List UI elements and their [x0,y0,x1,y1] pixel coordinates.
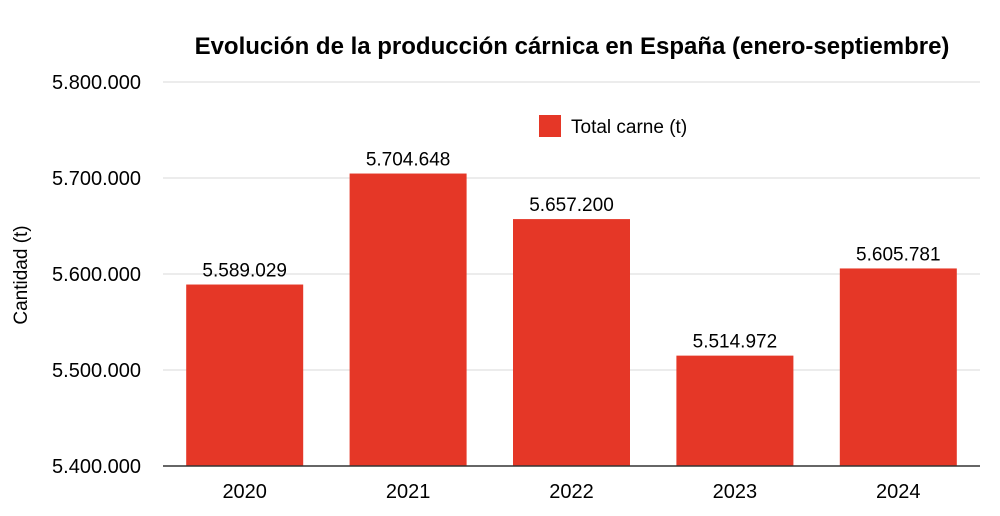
legend: Total carne (t) [539,115,687,138]
bar-2022 [513,219,630,466]
x-tick-label: 2020 [222,481,267,503]
legend-label: Total carne (t) [571,117,687,138]
data-label-2023: 5.514.972 [693,332,778,353]
data-label-2022: 5.657.200 [529,195,614,216]
data-labels: 5.589.029 5.704.648 5.657.200 5.514.972 5.60… [202,150,940,353]
x-tick-label: 2022 [549,481,594,503]
y-tick-label: 5.500.000 [52,360,141,382]
y-axis-ticks: 5.400.000 5.500.000 5.600.000 5.700.000 5.80… [52,72,141,478]
y-tick-label: 5.600.000 [52,264,141,286]
y-tick-label: 5.400.000 [52,456,141,478]
x-tick-label: 2021 [386,481,431,503]
x-axis-ticks: 2020 2021 2022 2023 2024 [222,481,920,503]
bar-2020 [186,284,304,466]
y-tick-label: 5.800.000 [52,72,141,94]
legend-swatch [539,115,561,137]
x-tick-label: 2024 [876,481,921,503]
data-label-2020: 5.589.029 [202,261,287,282]
y-axis-title: Cantidad (t) [11,225,32,324]
data-label-2021: 5.704.648 [366,150,451,171]
bar-2023 [676,355,794,466]
x-tick-label: 2023 [713,481,758,503]
chart-title: Evolución de la producción cárnica en Es… [195,33,950,60]
bar-2021 [349,173,467,467]
y-tick-label: 5.700.000 [52,168,141,190]
bars [163,173,980,467]
bar-2024 [839,268,957,466]
data-label-2024: 5.605.781 [856,244,941,265]
